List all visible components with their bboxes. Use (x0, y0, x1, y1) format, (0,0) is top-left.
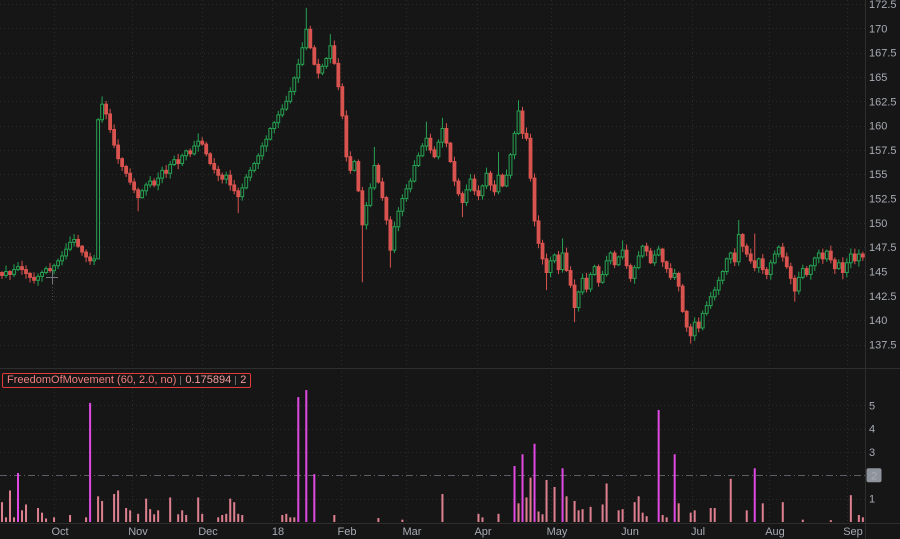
price-axis-label: 145 (869, 267, 887, 279)
indicator-value: 0.175894 (185, 374, 232, 386)
price-axis-label: 165 (869, 72, 887, 84)
candlestick-series (0, 7, 865, 344)
time-axis-label: Oct (51, 526, 68, 538)
legend-divider (180, 376, 182, 385)
indicator-axis-label: 3 (869, 447, 875, 459)
indicator-axis-label: 1 (869, 494, 875, 506)
price-axis-label: 172.5 (869, 0, 897, 11)
price-axis-label: 152.5 (869, 194, 897, 206)
time-axis-label: Jun (621, 526, 639, 538)
time-axis-label: Nov (128, 526, 148, 538)
crosshair-icon (46, 271, 58, 300)
price-axis-label: 162.5 (869, 96, 897, 108)
indicator-title: FreedomOfMovement (60, 2.0, no) (7, 374, 177, 386)
time-axis[interactable]: Oct Nov Dec 18 Feb Mar Apr May Jun Jul Aug Sep (51, 526, 862, 538)
price-axis[interactable]: 172.5 170 167.5 165 162.5 160 157.5 155 152.5 150… (869, 0, 897, 352)
time-axis-label: Apr (474, 526, 491, 538)
price-axis-label: 155 (869, 169, 887, 181)
indicator-axis-label: 4 (869, 424, 875, 436)
indicator-axis-label: 5 (869, 400, 875, 412)
indicator-plot-number: 2 (240, 374, 247, 386)
indicator-legend[interactable]: FreedomOfMovement (60, 2.0, no) 0.175894… (2, 373, 252, 388)
price-axis-label: 147.5 (869, 242, 897, 254)
price-axis-label: 142.5 (869, 291, 897, 303)
indicator-axis-badge-value: 2 (871, 470, 877, 482)
time-axis-label: May (547, 526, 568, 538)
time-axis-label: Sep (843, 526, 863, 538)
legend-divider (235, 376, 237, 385)
time-axis-label: Feb (338, 526, 357, 538)
indicator-axis-badge (866, 468, 882, 483)
price-axis-label: 167.5 (869, 48, 897, 60)
price-axis-label: 150 (869, 218, 887, 230)
price-axis-label: 157.5 (869, 145, 897, 157)
price-axis-label: 137.5 (869, 340, 897, 352)
time-axis-label: Jul (691, 526, 705, 538)
time-axis-label: Dec (198, 526, 218, 538)
time-axis-label: Aug (765, 526, 785, 538)
price-axis-label: 140 (869, 315, 887, 327)
time-axis-label: 18 (272, 526, 284, 538)
grid-lines (0, 0, 865, 523)
time-axis-label: Mar (403, 526, 422, 538)
indicator-bars (1, 390, 864, 522)
price-axis-label: 170 (869, 23, 887, 35)
price-axis-label: 160 (869, 121, 887, 133)
indicator-axis[interactable]: 5 4 3 1 2 (866, 400, 882, 506)
